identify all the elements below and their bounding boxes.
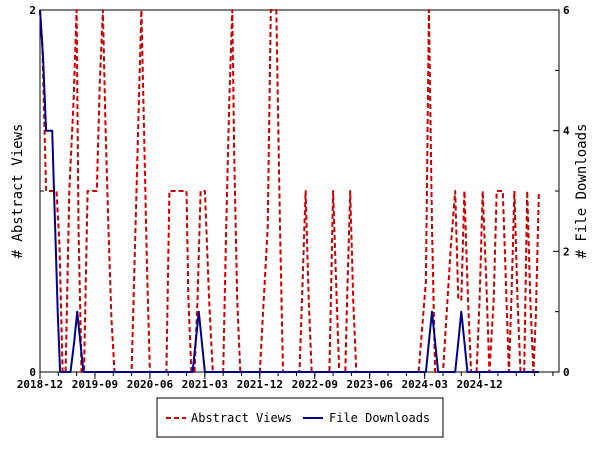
ticks-layer: [39, 9, 559, 379]
legend-label-abstract-views: Abstract Views: [191, 411, 292, 425]
x-tick-label: 2023-06: [347, 378, 394, 391]
x-tick-label: 2022-09: [292, 378, 338, 391]
series-line-file-downloads: [39, 9, 539, 373]
y-axis-right-label: # File Downloads: [574, 124, 590, 259]
y-right-tick-label: 0: [563, 366, 570, 379]
legend-box: [156, 397, 444, 438]
legend: Abstract Views File Downloads: [156, 397, 444, 438]
y-axis-left-label: # Abstract Views: [10, 124, 26, 259]
y-left-tick-label: 2: [29, 4, 36, 17]
tick-labels-layer: 2018-12 2019-09 2020-06 2021-03 2021-12 2022-…: [17, 4, 570, 391]
x-tick-label: 2019-09: [72, 378, 118, 391]
y-right-tick-label: 4: [563, 125, 570, 138]
y-right-tick-label: 2: [563, 245, 570, 258]
series-layer: [39, 9, 540, 373]
x-tick-label: 2024-03: [401, 378, 447, 391]
plot-frame: [39, 9, 560, 373]
x-tick-label: 2021-03: [182, 378, 228, 391]
y-left-tick-label: 0: [29, 366, 36, 379]
x-tick-label: 2024-12: [456, 378, 502, 391]
y-right-tick-label: 6: [563, 4, 570, 17]
x-tick-label: 2020-06: [127, 378, 174, 391]
legend-label-file-downloads: File Downloads: [329, 411, 430, 425]
x-tick-label: 2018-12: [17, 378, 63, 391]
x-tick-label: 2021-12: [237, 378, 283, 391]
